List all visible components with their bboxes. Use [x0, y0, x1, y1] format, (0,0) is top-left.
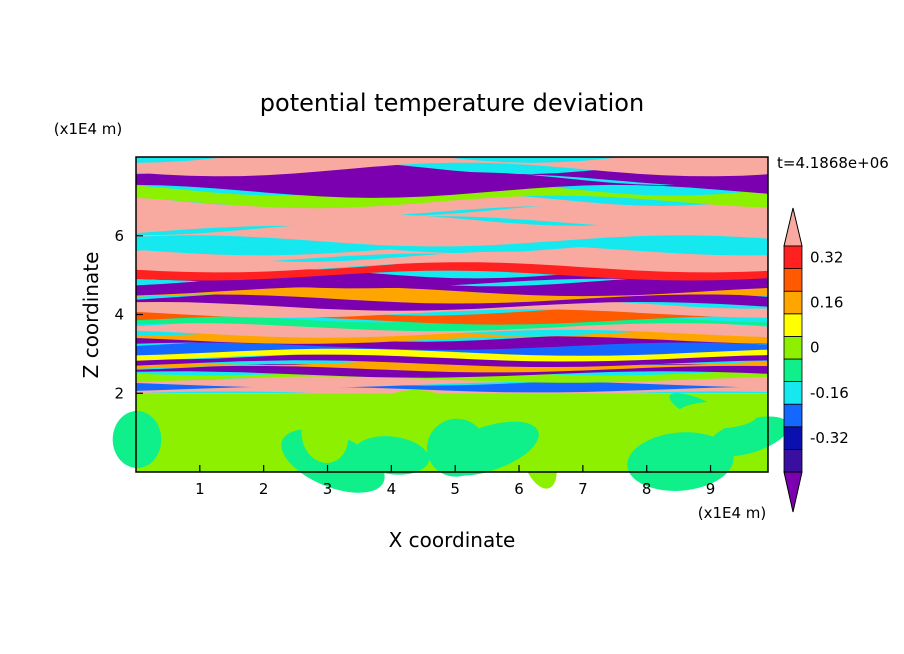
colorbar-band	[783, 426, 803, 450]
x-tick-label: 2	[259, 480, 269, 498]
y-tick-label: 6	[114, 227, 124, 245]
field-stripe	[136, 260, 768, 281]
time-label: t=4.1868e+06	[777, 154, 889, 172]
field-stripe	[136, 251, 768, 273]
colorbar-band	[783, 358, 803, 383]
colorbar-label: 0	[810, 339, 820, 357]
colorbar-band	[783, 268, 803, 292]
x-tick-label: 1	[195, 480, 205, 498]
colorbar-label: -0.16	[810, 384, 849, 402]
x-tick-label: 3	[323, 480, 333, 498]
field-blob	[376, 389, 460, 437]
field-blob	[171, 421, 266, 466]
field-stripe	[136, 193, 768, 219]
field-stripe	[136, 172, 768, 198]
field-stripe	[136, 157, 768, 177]
upper-layer-stripes	[136, 157, 768, 394]
heatmap-field	[112, 157, 789, 493]
colorbar-band	[783, 381, 803, 405]
x-unit-label: (x1E4 m)	[698, 504, 767, 522]
colorbar-label: 0.16	[810, 294, 843, 312]
y-tick-label: 2	[114, 384, 124, 402]
field-blob	[627, 432, 734, 491]
chart-title: potential temperature deviation	[260, 89, 644, 117]
colorbar: 0.32 0.16 0 -0.16 -0.32	[783, 207, 849, 513]
x-axis: 1 2 3 4 5 6 7 8 9	[195, 465, 715, 498]
colorbar-label: 0.32	[810, 248, 843, 266]
y-unit-label: (x1E4 m)	[54, 120, 123, 138]
x-tick-label: 5	[450, 480, 460, 498]
colorbar-extend-max	[783, 207, 803, 247]
field-stripe	[136, 374, 768, 388]
field-stripe	[136, 183, 768, 209]
colorbar-band	[783, 403, 803, 428]
colorbar-band	[783, 448, 803, 473]
field-blob	[112, 411, 162, 468]
colorbar-band	[783, 313, 803, 337]
colorbar-band	[783, 245, 803, 270]
x-tick-label: 7	[578, 480, 588, 498]
field-stripe	[136, 346, 768, 362]
colorbar-band	[783, 290, 803, 315]
x-tick-label: 8	[642, 480, 652, 498]
x-tick-label: 4	[387, 480, 397, 498]
field-blob	[426, 418, 486, 477]
colorbar-band	[783, 335, 803, 360]
x-tick-label: 6	[514, 480, 524, 498]
colorbar-label: -0.32	[810, 429, 849, 447]
field-blob	[675, 401, 758, 429]
field-blob	[301, 407, 349, 463]
field-stripe	[136, 358, 768, 373]
lower-layer-blobs	[112, 389, 789, 493]
field-stripe	[136, 285, 768, 304]
field-stripe	[136, 352, 768, 367]
field-blob	[558, 399, 643, 447]
x-tick-label: 9	[706, 480, 716, 498]
y-tick-label: 4	[114, 306, 124, 324]
colorbar-extend-min	[783, 471, 803, 513]
x-axis-label: X coordinate	[389, 528, 516, 552]
y-axis-label: Z coordinate	[79, 252, 103, 379]
y-axis: 2 4 6	[114, 227, 143, 402]
